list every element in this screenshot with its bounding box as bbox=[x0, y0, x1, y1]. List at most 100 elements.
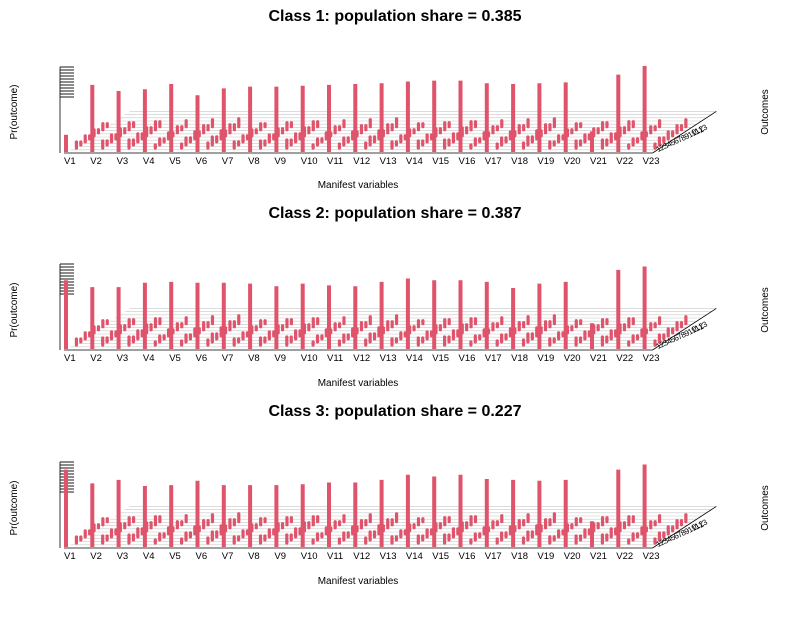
x-tick-label: V3 bbox=[117, 156, 129, 167]
z-tick-label: 4 bbox=[665, 139, 674, 149]
z-tick-label: 7 bbox=[676, 134, 685, 144]
x-tick-label: V18 bbox=[511, 551, 528, 562]
z-tick-label: 5 bbox=[669, 334, 678, 344]
x-tick-label: V3 bbox=[117, 551, 129, 562]
z-tick-label: 1 bbox=[654, 144, 663, 154]
z-tick-label: 3 bbox=[661, 338, 670, 348]
chart-title: Class 3: population share = 0.227 bbox=[269, 403, 522, 420]
x-tick-label: V1 bbox=[64, 353, 76, 364]
chart-title: Class 1: population share = 0.385 bbox=[269, 8, 522, 25]
x-tick-label: V15 bbox=[432, 353, 449, 364]
x-tick-label: V4 bbox=[143, 156, 155, 167]
x-tick-label: V2 bbox=[90, 156, 102, 167]
x-tick-label: V13 bbox=[380, 353, 397, 364]
class-2-panel: Class 2: population share = 0.387 Pr(out… bbox=[9, 205, 771, 389]
z-tick-label: 3 bbox=[661, 141, 670, 151]
x-tick-label: V3 bbox=[117, 353, 129, 364]
z-tick-label: 6 bbox=[672, 531, 681, 541]
z-tick-label: 8 bbox=[679, 330, 688, 340]
x-tick-label: V16 bbox=[459, 353, 476, 364]
x-tick-label: V15 bbox=[432, 551, 449, 562]
x-tick-label: V6 bbox=[196, 353, 208, 364]
x-tick-label: V13 bbox=[380, 551, 397, 562]
x-tick-label: V20 bbox=[564, 551, 581, 562]
x-tick-label: V19 bbox=[537, 156, 554, 167]
x-tick-label: V8 bbox=[248, 353, 260, 364]
z-tick-label: 3 bbox=[661, 536, 670, 546]
x-tick-label: V18 bbox=[511, 353, 528, 364]
x-axis-label: Manifest variables bbox=[318, 180, 399, 191]
x-tick-label: V10 bbox=[301, 551, 318, 562]
z-tick-label: 6 bbox=[672, 333, 681, 343]
x-tick-label: V15 bbox=[432, 156, 449, 167]
y-axis-label: Pr(outcome) bbox=[9, 480, 20, 535]
x-tick-label: V1 bbox=[64, 156, 76, 167]
z-tick-label: 9 bbox=[683, 131, 692, 141]
x-tick-label: V21 bbox=[590, 156, 607, 167]
z-tick-label: 8 bbox=[679, 528, 688, 538]
z-tick-label: 2 bbox=[658, 339, 667, 349]
x-tick-label: V21 bbox=[590, 353, 607, 364]
x-tick-label: V7 bbox=[222, 551, 234, 562]
class-1-panel: Class 1: population share = 0.385 Pr(out… bbox=[9, 8, 771, 191]
x-axis-label: Manifest variables bbox=[318, 576, 399, 587]
z-axis-label: Outcomes bbox=[760, 485, 771, 531]
x-tick-label: V14 bbox=[406, 353, 423, 364]
x-tick-label: V19 bbox=[537, 551, 554, 562]
z-tick-label: 4 bbox=[665, 534, 674, 544]
z-tick-label: 1 bbox=[654, 341, 663, 351]
z-tick-label: 2 bbox=[658, 537, 667, 547]
x-tick-label: V11 bbox=[327, 551, 343, 562]
class-3-panel: Class 3: population share = 0.227 Pr(out… bbox=[9, 403, 771, 587]
x-tick-label: V13 bbox=[380, 156, 397, 167]
x-tick-label: V6 bbox=[196, 156, 208, 167]
x-tick-label: V11 bbox=[327, 353, 343, 364]
z-axis-line bbox=[652, 111, 717, 154]
x-tick-label: V11 bbox=[327, 156, 343, 167]
x-tick-label: V14 bbox=[406, 551, 423, 562]
x-tick-label: V22 bbox=[616, 156, 633, 167]
x-tick-label: V10 bbox=[301, 156, 318, 167]
x-tick-label: V2 bbox=[90, 551, 102, 562]
y-axis-label: Pr(outcome) bbox=[9, 84, 20, 139]
x-tick-label: V14 bbox=[406, 156, 423, 167]
z-tick-label: 2 bbox=[658, 142, 667, 152]
x-tick-label: V5 bbox=[169, 551, 181, 562]
x-tick-label: V1 bbox=[64, 551, 76, 562]
z-axis-line bbox=[652, 308, 717, 351]
x-tick-label: V8 bbox=[248, 156, 260, 167]
x-tick-label: V7 bbox=[222, 156, 234, 167]
x-tick-label: V19 bbox=[537, 353, 554, 364]
z-axis-line bbox=[652, 506, 717, 549]
z-tick-label: 7 bbox=[676, 331, 685, 341]
x-tick-label: V12 bbox=[353, 551, 370, 562]
x-axis-label: Manifest variables bbox=[318, 378, 399, 389]
x-tick-label: V20 bbox=[564, 353, 581, 364]
x-tick-label: V12 bbox=[353, 353, 370, 364]
chart-title: Class 2: population share = 0.387 bbox=[269, 205, 522, 222]
x-tick-label: V5 bbox=[169, 156, 181, 167]
x-tick-label: V20 bbox=[564, 156, 581, 167]
z-tick-label: 9 bbox=[683, 328, 692, 338]
x-tick-label: V8 bbox=[248, 551, 260, 562]
x-tick-label: V21 bbox=[590, 551, 607, 562]
x-tick-label: V9 bbox=[274, 353, 286, 364]
x-tick-label: V23 bbox=[643, 353, 660, 364]
x-tick-label: V4 bbox=[143, 353, 155, 364]
x-tick-label: V18 bbox=[511, 156, 528, 167]
x-tick-label: V7 bbox=[222, 353, 234, 364]
x-tick-label: V9 bbox=[274, 551, 286, 562]
z-axis-label: Outcomes bbox=[760, 287, 771, 333]
z-tick-label: 8 bbox=[679, 133, 688, 143]
z-axis-label: Outcomes bbox=[760, 89, 771, 135]
z-tick-label: 7 bbox=[676, 529, 685, 539]
x-tick-label: V16 bbox=[459, 156, 476, 167]
x-tick-label: V10 bbox=[301, 353, 318, 364]
x-tick-label: V6 bbox=[196, 551, 208, 562]
x-tick-label: V17 bbox=[485, 353, 502, 364]
y-axis-label: Pr(outcome) bbox=[9, 282, 20, 337]
x-tick-label: V2 bbox=[90, 353, 102, 364]
x-tick-label: V9 bbox=[274, 156, 286, 167]
z-tick-label: 5 bbox=[669, 532, 678, 542]
